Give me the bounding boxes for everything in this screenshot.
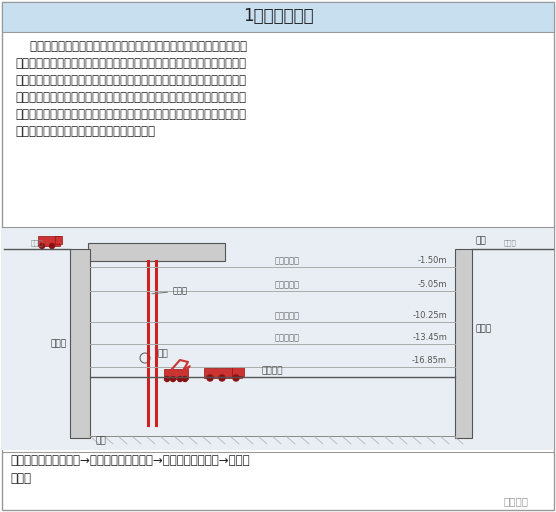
Text: 实现上下同时施工，增大作业面，缩短工期，是超大面积、超深基坑工程更: 实现上下同时施工，增大作业面，缩短工期，是超大面积、超深基坑工程更 xyxy=(15,108,246,121)
Bar xyxy=(204,368,242,378)
Text: -5.05m: -5.05m xyxy=(418,280,447,289)
Bar xyxy=(55,236,62,244)
Circle shape xyxy=(233,375,239,381)
Circle shape xyxy=(182,376,187,381)
Text: 第三道支撑: 第三道支撑 xyxy=(275,311,300,320)
Circle shape xyxy=(165,376,170,381)
Text: 豆丁施工: 豆丁施工 xyxy=(503,496,528,506)
Circle shape xyxy=(39,244,44,248)
Bar xyxy=(455,249,472,438)
Text: 施工要点：逆作法是在开挖的时候，利用主体工程地下结构作为基坑支: 施工要点：逆作法是在开挖的时候，利用主体工程地下结构作为基坑支 xyxy=(15,40,247,53)
Text: 水水水: 水水水 xyxy=(31,240,43,246)
Bar xyxy=(38,236,60,246)
Bar xyxy=(70,249,90,438)
Text: 1、绘制要点图: 1、绘制要点图 xyxy=(242,7,314,25)
Text: 地面: 地面 xyxy=(476,236,486,245)
Text: 第二道支撑: 第二道支撑 xyxy=(275,280,300,289)
Text: -16.85m: -16.85m xyxy=(412,356,447,365)
Text: 最终槽底: 最终槽底 xyxy=(262,366,283,375)
Text: 拆孔: 拆孔 xyxy=(157,350,168,358)
Circle shape xyxy=(207,375,213,381)
Text: 基桩: 基桩 xyxy=(96,437,107,445)
Text: 施工顺序：顶板结构面→结构面层下土方开挖→逆作开挖出土料口→下层结: 施工顺序：顶板结构面→结构面层下土方开挖→逆作开挖出土料口→下层结 xyxy=(10,454,250,467)
Bar xyxy=(2,227,554,450)
Bar xyxy=(2,2,554,32)
Bar xyxy=(164,369,188,379)
Text: -13.45m: -13.45m xyxy=(412,333,447,342)
Text: 第一道支撑: 第一道支撑 xyxy=(275,256,300,265)
Text: -10.25m: -10.25m xyxy=(412,311,447,320)
Text: 地连墙: 地连墙 xyxy=(51,339,67,348)
Text: -1.50m: -1.50m xyxy=(418,256,447,265)
Text: 地连墙: 地连墙 xyxy=(475,324,491,333)
Bar xyxy=(88,243,225,261)
Circle shape xyxy=(219,375,225,381)
Text: 为安全、可靠、经济、合理的设计施工方法。: 为安全、可靠、经济、合理的设计施工方法。 xyxy=(15,125,155,138)
Text: 构面层: 构面层 xyxy=(10,472,31,485)
Text: 逆作法以结构代替支撑，支撑刚度大，利于控制变形，避免资源浪费，可以: 逆作法以结构代替支撑，支撑刚度大，利于控制变形，避免资源浪费，可以 xyxy=(15,91,246,104)
Text: 高时，就先开始做主体结构，然后再继续向下开挖，直至开挖至设计标高。: 高时，就先开始做主体结构，然后再继续向下开挖，直至开挖至设计标高。 xyxy=(15,74,246,87)
Circle shape xyxy=(171,376,176,381)
Circle shape xyxy=(49,244,54,248)
Bar xyxy=(232,367,244,376)
Circle shape xyxy=(177,376,182,381)
Text: 结构柱: 结构柱 xyxy=(152,287,188,295)
Text: 第四道支撑: 第四道支撑 xyxy=(275,333,300,342)
Text: 水水水: 水水水 xyxy=(504,240,517,246)
Text: 护结构，并采取地下结构由上而下的设计施工方法，即挖土到达某一设计标: 护结构，并采取地下结构由上而下的设计施工方法，即挖土到达某一设计标 xyxy=(15,57,246,70)
